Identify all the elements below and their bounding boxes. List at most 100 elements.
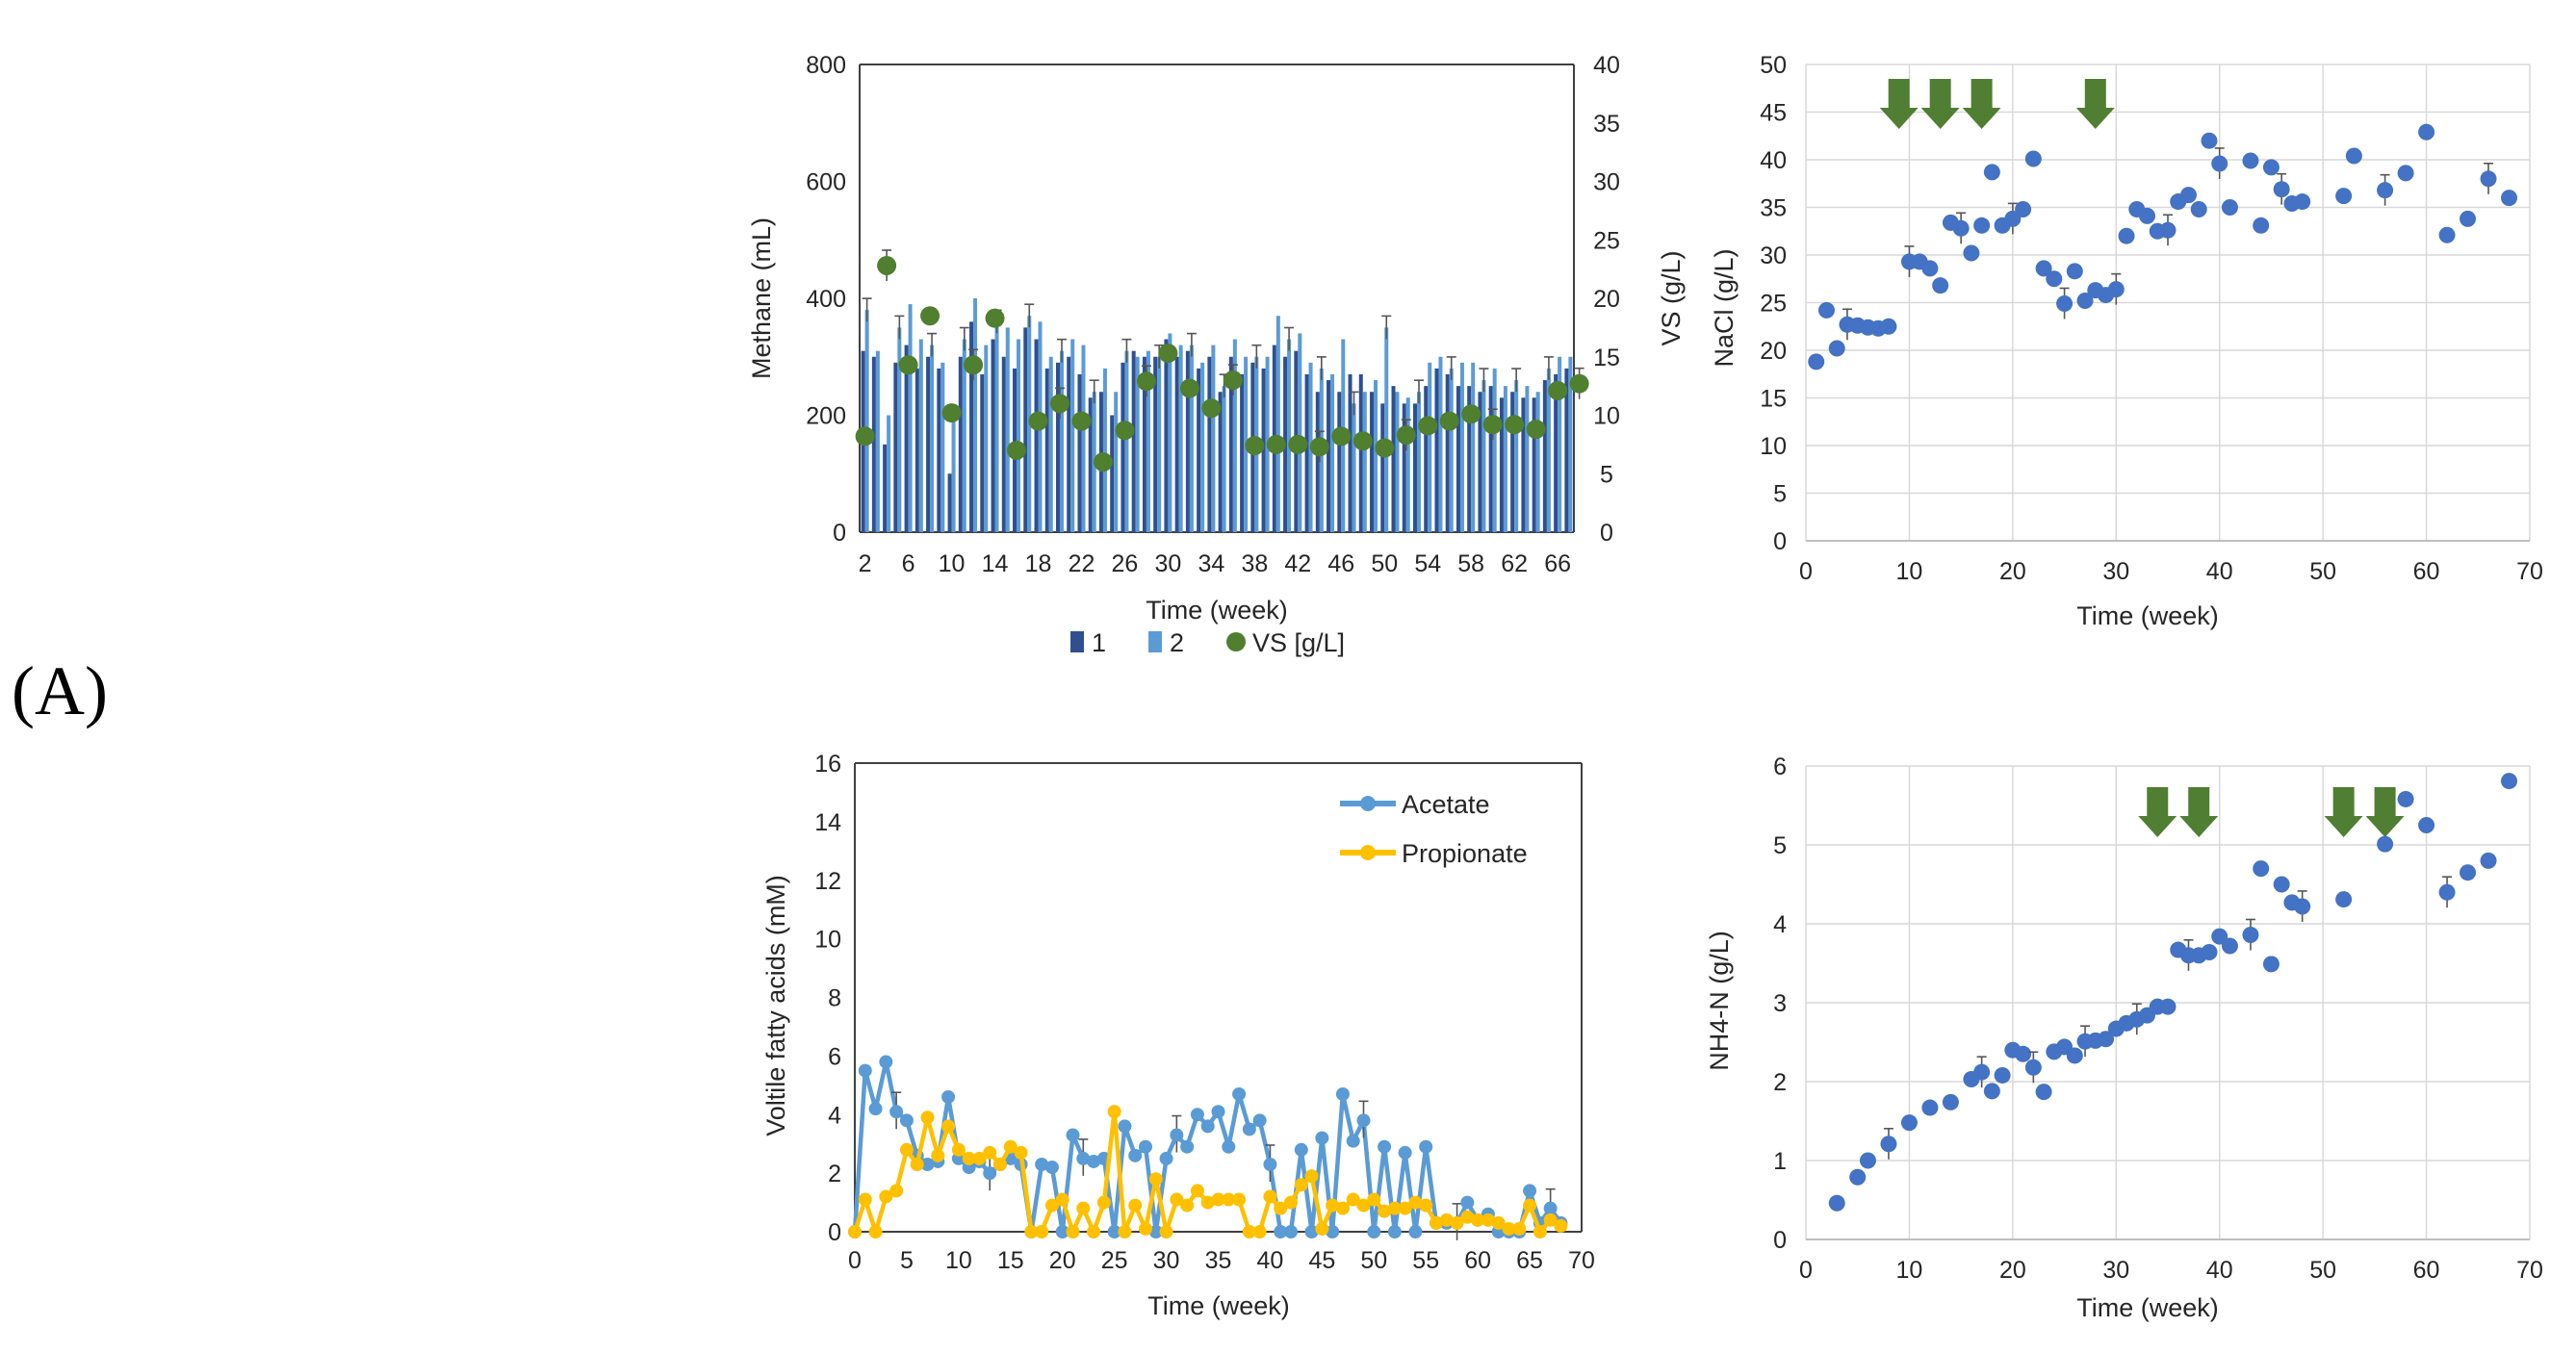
data-point — [1859, 1152, 1876, 1169]
y-tick-label: 3 — [1773, 990, 1787, 1017]
acetate-point — [1304, 1225, 1319, 1238]
propionate-point — [1024, 1225, 1039, 1238]
propionate-point — [931, 1148, 945, 1162]
vs-point — [985, 308, 1005, 328]
y-tick-label: 12 — [814, 868, 841, 895]
x-tick-label: 14 — [982, 550, 1009, 577]
data-point — [2418, 123, 2435, 140]
bar-series-1 — [1077, 373, 1082, 532]
data-point — [1921, 1099, 1939, 1116]
bar-series-1 — [1197, 368, 1201, 532]
y-tick-label: 15 — [1760, 386, 1787, 413]
propionate-point — [993, 1157, 1007, 1171]
y-tick-label: 10 — [1760, 433, 1787, 460]
acetate-point — [1055, 1225, 1069, 1238]
x-tick-label: 40 — [2206, 558, 2233, 585]
vs-point — [964, 355, 984, 375]
vs-point — [1505, 415, 1525, 435]
bar-series-1 — [1044, 368, 1049, 532]
bar-series-2 — [984, 345, 989, 532]
bar-series-2 — [1481, 380, 1486, 532]
vs-point — [1115, 421, 1135, 441]
acetate-point — [1543, 1201, 1558, 1215]
bar-series-2 — [1070, 339, 1075, 532]
bar-series-1 — [1001, 356, 1006, 532]
bar-series-1 — [1261, 368, 1266, 532]
acetate-point — [1128, 1148, 1143, 1162]
acetate-point — [1284, 1225, 1298, 1238]
x-tick-label: 62 — [1501, 550, 1528, 577]
data-point — [1983, 1083, 2000, 1100]
vs-point — [1569, 373, 1589, 394]
data-point — [2066, 1047, 2083, 1064]
propionate-point — [1284, 1195, 1298, 1210]
propionate-point — [1128, 1198, 1143, 1213]
bar-series-1 — [1358, 373, 1363, 532]
bar-series-2 — [1384, 327, 1389, 532]
bar-series-1 — [1564, 368, 1569, 532]
acetate-point — [1523, 1184, 1537, 1198]
data-point — [2480, 852, 2497, 869]
propionate-point — [962, 1151, 976, 1165]
bar-series-2 — [1168, 333, 1172, 532]
bar-series-2 — [1124, 350, 1129, 532]
x-tick-label: 50 — [1371, 550, 1398, 577]
y2-tick-label: 10 — [1593, 403, 1620, 430]
x-tick-label: 46 — [1327, 550, 1354, 577]
bar-series-1 — [883, 444, 888, 532]
bar-series-2 — [1298, 333, 1302, 532]
bar-series-1 — [1412, 403, 1417, 532]
vs-point — [1028, 411, 1048, 431]
propionate-point — [1274, 1201, 1288, 1215]
y-axis-title: Methane (mL) — [747, 217, 776, 379]
y-axis-title: Voltile fatty acids (mM) — [761, 875, 790, 1136]
bar-series-2 — [1146, 350, 1150, 532]
acetate-point — [1148, 1225, 1163, 1238]
data-point — [2345, 147, 2362, 165]
bar-series-2 — [1102, 368, 1107, 532]
acetate-point — [1408, 1225, 1423, 1238]
x-tick-label: 25 — [1101, 1247, 1128, 1274]
propionate-point — [1294, 1178, 1308, 1192]
acetate-point — [1118, 1119, 1132, 1134]
propionate-point — [848, 1225, 862, 1238]
propionate-point — [1222, 1192, 1236, 1207]
legend-label: 1 — [1092, 628, 1106, 657]
x-tick-label: 42 — [1284, 550, 1311, 577]
data-point — [2262, 159, 2280, 176]
nacl-chart: 0 10 20 30 40 50 60 70 0 5 10 15 20 25 30 35 40 45 50 NaCl… — [1710, 52, 2543, 630]
data-point — [1921, 260, 1939, 277]
bar-series-1 — [1228, 356, 1233, 532]
bar-series-2 — [1546, 368, 1551, 532]
acetate-point — [1076, 1151, 1091, 1165]
y-tick-label: 35 — [1760, 195, 1787, 222]
y-tick-label: 6 — [828, 1043, 841, 1070]
propionate-point — [1356, 1198, 1371, 1213]
acetate-point — [1252, 1113, 1267, 1128]
y2-tick-label: 30 — [1593, 169, 1620, 196]
propionate-point — [879, 1189, 893, 1204]
y-tick-label: 0 — [833, 520, 846, 547]
x-tick-label: 6 — [902, 550, 915, 577]
propionate-point — [1326, 1198, 1340, 1213]
data-point — [2046, 270, 2063, 288]
bar-series-1 — [904, 345, 909, 532]
propionate-point — [1398, 1201, 1412, 1215]
data-point — [2056, 294, 2074, 312]
bar-series-1 — [1488, 386, 1493, 532]
ticks-group: 0 10 20 30 40 50 60 70 0 5 10 15 20 25 30 35 40 45 50 — [1760, 52, 2543, 585]
bar-series-2 — [1157, 356, 1162, 532]
bar-series-1 — [1532, 397, 1536, 532]
bar-series-1 — [1240, 373, 1245, 532]
bar-series-2 — [1135, 356, 1140, 532]
vs-point — [1526, 420, 1546, 440]
y-tick-label: 16 — [814, 751, 841, 778]
x-tick-label: 10 — [1896, 558, 1923, 585]
acetate-point — [1211, 1105, 1225, 1119]
data-point — [2076, 293, 2094, 310]
ticks-group: 0 10 20 30 40 50 60 70 0 1 2 3 4 5 6 — [1773, 753, 2543, 1284]
data-point — [2377, 182, 2394, 199]
x-tick-label: 26 — [1112, 550, 1139, 577]
vs-point — [1548, 380, 1568, 400]
x-axis-title: Time (week) — [2076, 601, 2219, 630]
